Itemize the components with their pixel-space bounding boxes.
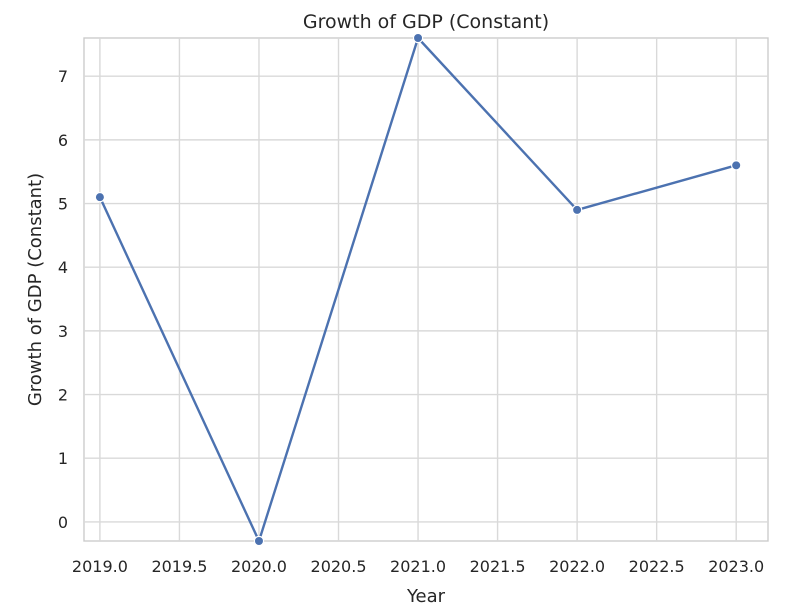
y-tick-label: 5 <box>58 195 68 214</box>
y-tick-label: 4 <box>58 258 68 277</box>
series-layer <box>94 32 742 547</box>
x-axis-label: Year <box>406 586 446 607</box>
x-tick-label: 2021.0 <box>390 557 446 576</box>
y-tick-label: 3 <box>58 322 68 341</box>
x-tick-label: 2020.0 <box>231 557 287 576</box>
x-tick-label: 2019.5 <box>151 557 207 576</box>
chart-title: Growth of GDP (Constant) <box>303 11 549 33</box>
y-tick-label: 6 <box>58 131 68 150</box>
y-axis-label: Growth of GDP (Constant) <box>25 173 46 406</box>
x-axis-ticks: 2019.0 2019.5 2020.0 2020.5 2021.0 2021.5 2022… <box>72 557 764 576</box>
x-tick-label: 2023.0 <box>708 557 764 576</box>
x-tick-label: 2019.0 <box>72 557 128 576</box>
x-tick-label: 2021.5 <box>470 557 526 576</box>
y-tick-label: 2 <box>58 386 68 405</box>
x-tick-label: 2022.5 <box>629 557 685 576</box>
y-tick-label: 7 <box>58 67 68 86</box>
data-point <box>412 32 424 44</box>
data-point <box>730 160 742 171</box>
x-tick-label: 2020.5 <box>311 557 367 576</box>
grid <box>84 38 768 541</box>
data-point <box>571 204 583 216</box>
plot-area <box>83 37 769 542</box>
data-point <box>253 535 265 547</box>
data-point <box>94 191 106 203</box>
x-tick-label: 2022.0 <box>549 557 605 576</box>
y-tick-label: 1 <box>58 449 68 468</box>
y-tick-label: 0 <box>58 513 68 532</box>
y-axis-ticks: 0 1 2 3 4 5 6 7 <box>58 67 68 532</box>
